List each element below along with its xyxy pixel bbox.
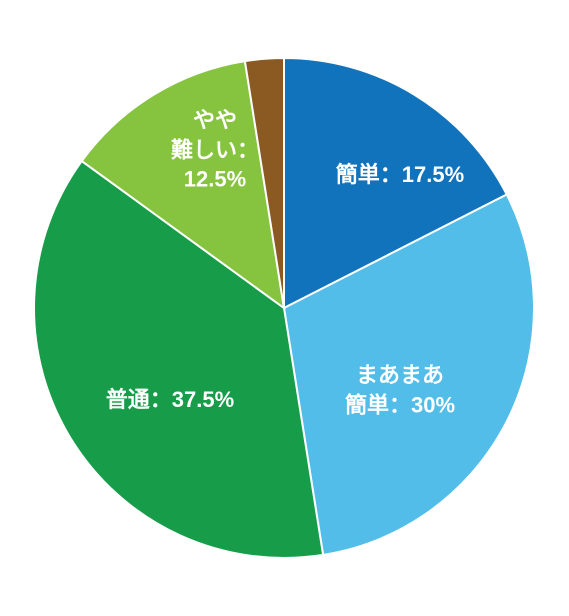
pie-label-somewhat_easy: まあまあ 簡単：30%	[345, 360, 455, 419]
pie-label-easy: 簡単：17.5%	[336, 160, 464, 190]
pie-chart	[0, 0, 569, 616]
pie-label-normal: 普通：37.5%	[106, 385, 234, 415]
pie-chart-container: 簡単：17.5% まあまあ 簡単：30% 普通：37.5% やや 難しい： 12.5%	[0, 0, 569, 616]
pie-label-somewhat_hard: やや 難しい： 12.5%	[171, 105, 259, 194]
